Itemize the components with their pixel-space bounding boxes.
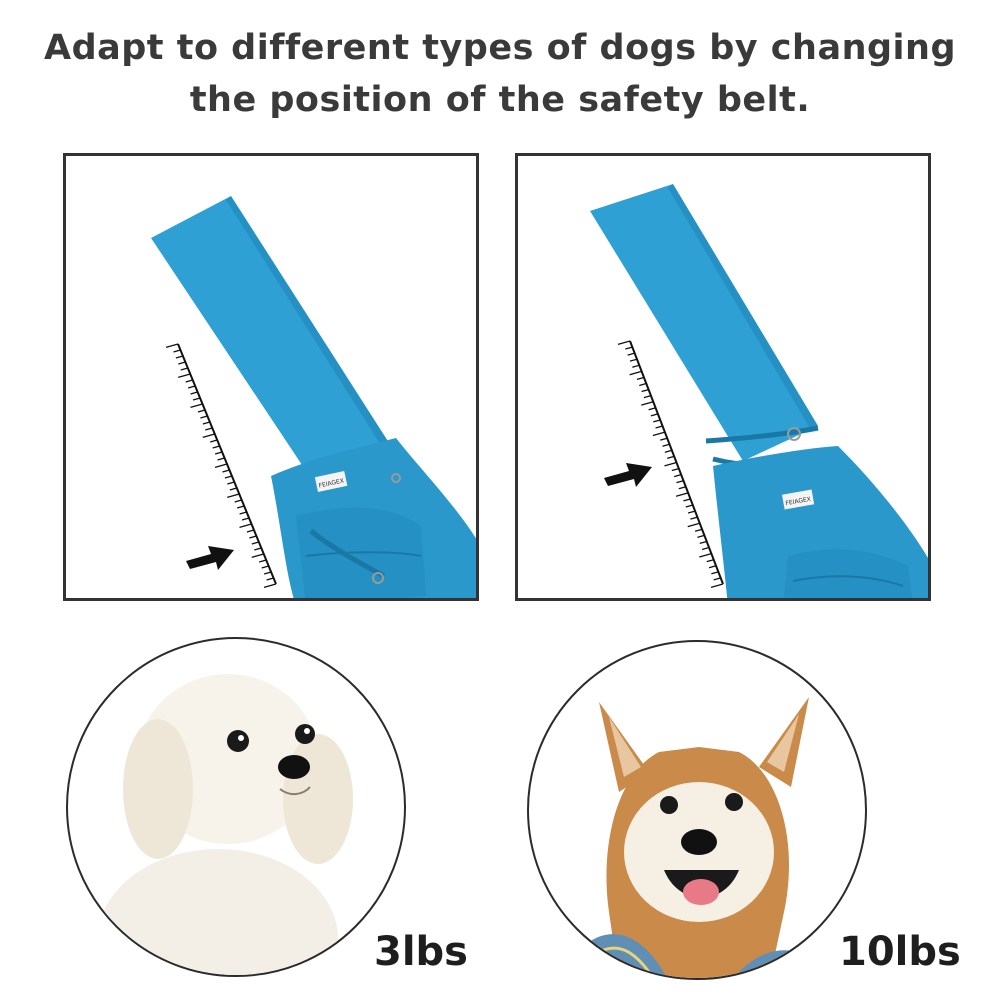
small-dog-weight: 3lbs bbox=[370, 928, 472, 976]
medium-dog-weight: 10lbs bbox=[835, 928, 965, 976]
maltese-dog-illustration bbox=[98, 674, 353, 975]
headline: Adapt to different types of dogs by chan… bbox=[0, 22, 1000, 126]
shiba-dog-illustration bbox=[589, 697, 809, 978]
arrow-right-icon bbox=[604, 463, 652, 487]
sling-panel-high-belt: FEIAGEX bbox=[515, 153, 931, 601]
medium-dog-photo bbox=[527, 640, 867, 980]
brand-label: FEIAGEX bbox=[785, 496, 811, 507]
sling-illustration: FEIAGEX bbox=[590, 184, 928, 598]
sling-panel-low-belt: FEIAGEX bbox=[63, 153, 479, 601]
sling-illustration: FEIAGEX bbox=[151, 196, 476, 598]
headline-line-1: Adapt to different types of dogs by chan… bbox=[43, 28, 957, 68]
ruler bbox=[617, 340, 724, 588]
arrow-right-icon bbox=[186, 546, 234, 570]
ruler bbox=[165, 343, 277, 588]
small-dog-photo bbox=[66, 637, 406, 977]
headline-line-2: the position of the safety belt. bbox=[189, 80, 811, 120]
